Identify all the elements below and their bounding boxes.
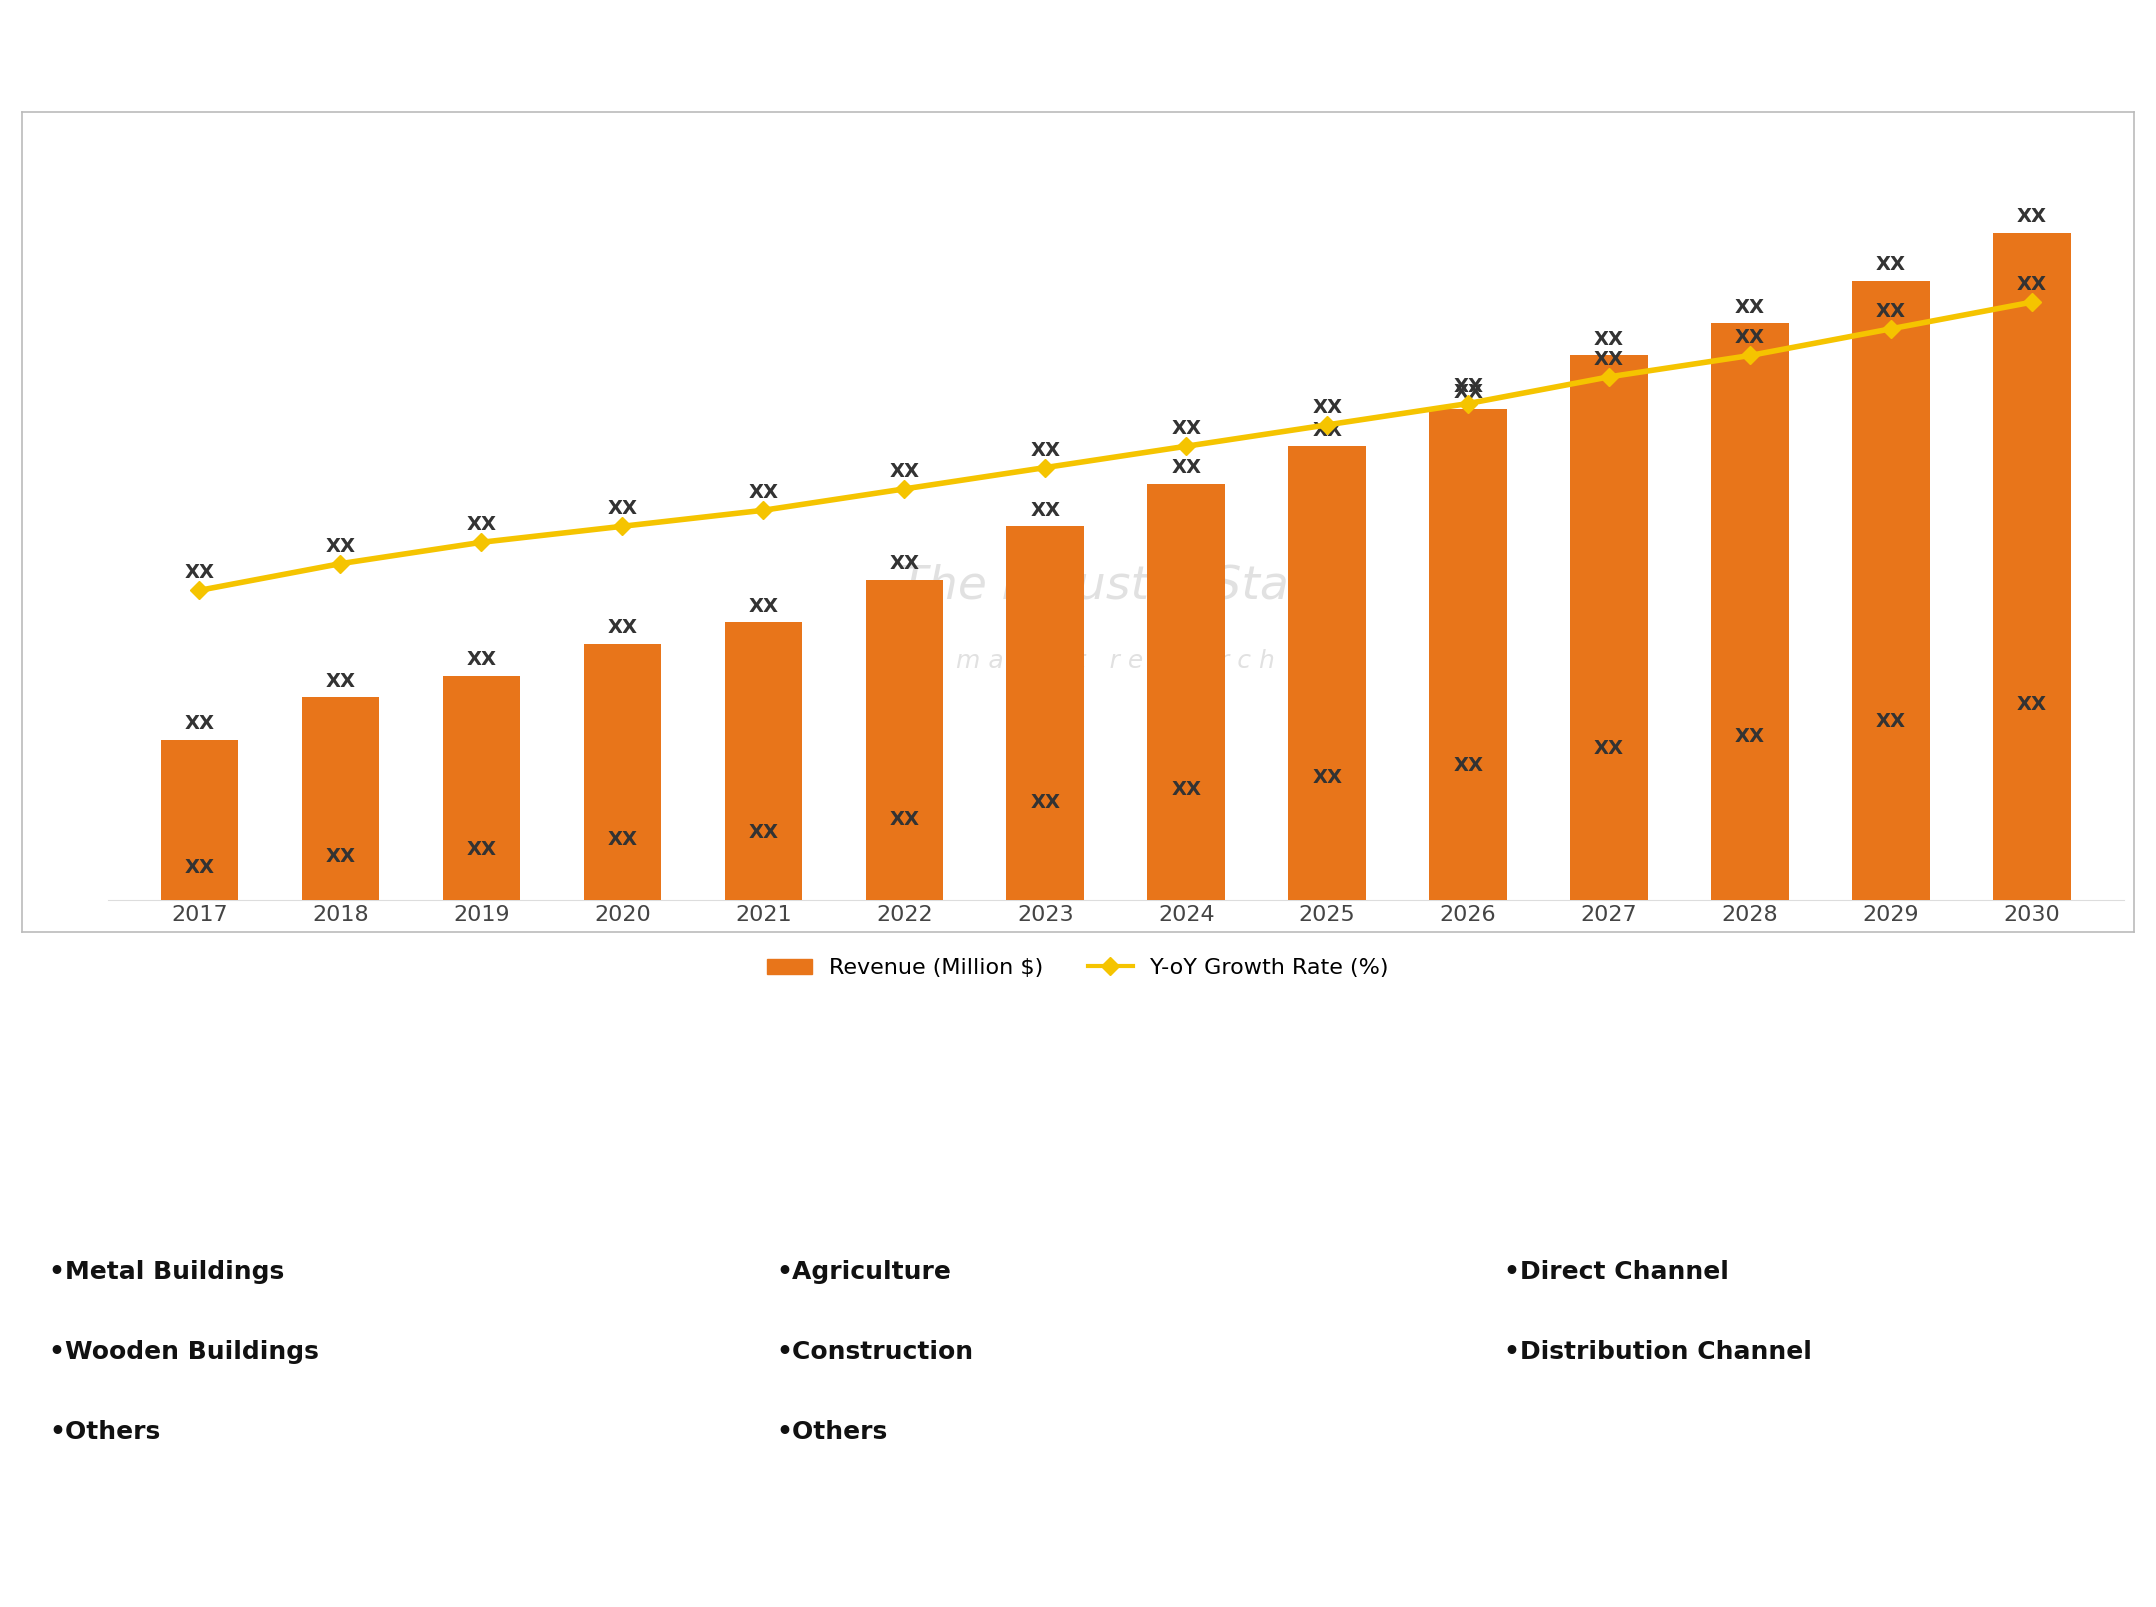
Text: XX: XX xyxy=(1313,768,1343,787)
Bar xyxy=(1852,281,1930,900)
Text: •Distribution Channel: •Distribution Channel xyxy=(1503,1340,1811,1364)
Bar xyxy=(1429,408,1507,900)
Text: XX: XX xyxy=(608,500,638,519)
Text: XX: XX xyxy=(1876,302,1906,321)
Text: XX: XX xyxy=(1031,501,1061,521)
Text: XX: XX xyxy=(466,651,496,670)
Bar xyxy=(584,644,662,900)
Text: •Direct Channel: •Direct Channel xyxy=(1503,1260,1729,1284)
Text: XX: XX xyxy=(466,840,496,860)
Text: XX: XX xyxy=(748,823,778,842)
Text: XX: XX xyxy=(608,619,638,638)
Text: •Others: •Others xyxy=(50,1419,160,1443)
Legend: Revenue (Million $), Y-oY Growth Rate (%): Revenue (Million $), Y-oY Growth Rate (%… xyxy=(759,950,1397,987)
Text: Sales Channels: Sales Channels xyxy=(1699,1122,1910,1149)
Text: Application: Application xyxy=(1000,1122,1156,1149)
Text: XX: XX xyxy=(1736,297,1766,317)
Text: XX: XX xyxy=(326,537,356,556)
Text: XX: XX xyxy=(1593,329,1623,349)
Text: XX: XX xyxy=(1736,726,1766,746)
Bar xyxy=(1289,447,1367,900)
Bar xyxy=(162,739,237,900)
Bar xyxy=(1570,355,1647,900)
Text: XX: XX xyxy=(185,564,213,582)
Text: XX: XX xyxy=(888,554,918,574)
Bar xyxy=(302,697,379,900)
Text: •Wooden Buildings: •Wooden Buildings xyxy=(50,1340,319,1364)
Text: •Others: •Others xyxy=(776,1419,888,1443)
Bar xyxy=(865,580,942,900)
Text: XX: XX xyxy=(1593,739,1623,757)
Text: XX: XX xyxy=(326,672,356,691)
Text: •Metal Buildings: •Metal Buildings xyxy=(50,1260,285,1284)
Text: XX: XX xyxy=(1171,779,1201,799)
Text: Product Types: Product Types xyxy=(254,1122,446,1149)
Text: XX: XX xyxy=(1031,792,1061,812)
Bar xyxy=(1994,233,2070,900)
Bar xyxy=(724,622,802,900)
Text: m a r k e t   r e s e a r c h: m a r k e t r e s e a r c h xyxy=(957,649,1274,673)
Bar xyxy=(1007,527,1084,900)
Text: •Agriculture: •Agriculture xyxy=(776,1260,951,1284)
Text: XX: XX xyxy=(466,516,496,534)
Bar xyxy=(1147,484,1225,900)
Text: XX: XX xyxy=(1876,256,1906,275)
Text: XX: XX xyxy=(2018,275,2046,294)
Text: XX: XX xyxy=(2018,207,2046,227)
Text: XX: XX xyxy=(1736,328,1766,347)
Text: XX: XX xyxy=(888,810,918,829)
Text: XX: XX xyxy=(1171,458,1201,477)
Text: XX: XX xyxy=(1031,440,1061,460)
Text: Email: sales@theindustrystats.com: Email: sales@theindustrystats.com xyxy=(798,1551,1212,1570)
Text: Source: Theindustrystats Analysis: Source: Theindustrystats Analysis xyxy=(54,1551,457,1570)
Text: XX: XX xyxy=(1453,384,1483,402)
Text: Fig. Global Temporary Storage Buildings Market Status and Outlook: Fig. Global Temporary Storage Buildings … xyxy=(28,45,1253,76)
Text: Website: www.theindustrystats.com: Website: www.theindustrystats.com xyxy=(1509,1551,1938,1570)
Text: •Construction: •Construction xyxy=(776,1340,975,1364)
Text: XX: XX xyxy=(1313,421,1343,440)
Bar xyxy=(442,675,520,900)
Text: XX: XX xyxy=(1453,755,1483,775)
Text: XX: XX xyxy=(888,461,918,480)
Text: XX: XX xyxy=(1313,399,1343,416)
Text: XX: XX xyxy=(1453,376,1483,395)
Text: The Industry Stats: The Industry Stats xyxy=(899,564,1332,609)
Text: XX: XX xyxy=(185,858,213,877)
Text: XX: XX xyxy=(2018,696,2046,714)
Bar xyxy=(1712,323,1789,900)
Text: XX: XX xyxy=(748,596,778,615)
Text: XX: XX xyxy=(1593,350,1623,370)
Text: XX: XX xyxy=(185,715,213,733)
Text: XX: XX xyxy=(748,484,778,503)
Text: XX: XX xyxy=(1876,712,1906,731)
Text: XX: XX xyxy=(608,831,638,850)
Text: XX: XX xyxy=(326,847,356,866)
Text: XX: XX xyxy=(1171,419,1201,439)
